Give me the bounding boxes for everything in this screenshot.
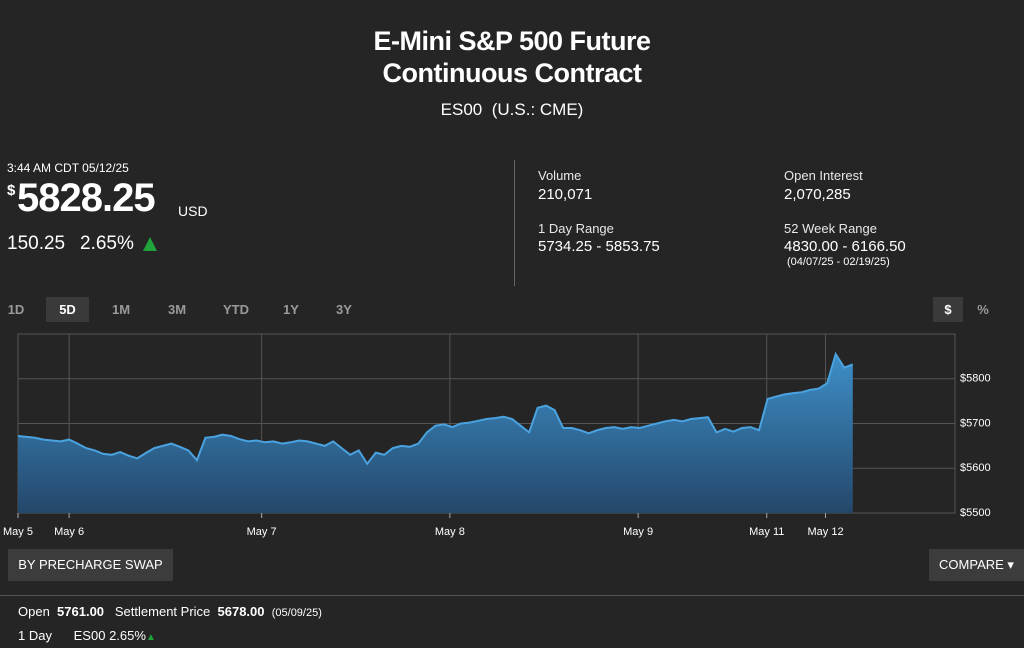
compare-button[interactable]: COMPARE ▾ xyxy=(929,549,1024,581)
y-tick-label: $5700 xyxy=(960,417,991,429)
currency: USD xyxy=(178,203,208,219)
price: 5828.25 xyxy=(17,176,156,220)
symbol: ES00 xyxy=(440,100,483,119)
unit-toggle[interactable]: $ xyxy=(933,297,963,322)
up-arrow-small: ▲ xyxy=(145,632,156,643)
footer-row-2: 1 Day ES00 2.65%▲ xyxy=(18,628,156,643)
range-tab[interactable]: 3M xyxy=(167,302,187,317)
unit-toggle[interactable]: % xyxy=(977,302,989,317)
x-tick-label: May 9 xyxy=(623,526,653,538)
period: 1 Day xyxy=(18,628,52,643)
timestamp: 3:44 AM CDT 05/12/25 xyxy=(7,161,129,175)
stat-label: 1 Day Range xyxy=(538,221,614,236)
stat-value: 2,070,285 xyxy=(784,186,851,203)
up-arrow xyxy=(143,237,157,251)
footer-row-1: Open 5761.00 Settlement Price 5678.00 (0… xyxy=(18,604,322,619)
stat-label: Volume xyxy=(538,168,582,183)
settlement-date: (05/09/25) xyxy=(271,607,322,619)
range-tab[interactable]: 1Y xyxy=(283,302,299,317)
currency-symbol: $ xyxy=(7,182,16,199)
divider xyxy=(514,160,515,286)
stat-note: (04/07/25 - 02/19/25) xyxy=(787,256,890,268)
x-tick-label: May 6 xyxy=(54,526,84,538)
range-tab[interactable]: 3Y xyxy=(336,302,352,317)
title-line-2: Continuous Contract xyxy=(382,58,642,88)
y-tick-label: $5800 xyxy=(960,373,991,385)
stat-value: 5734.25 - 5853.75 xyxy=(538,238,660,255)
settlement-label: Settlement Price xyxy=(114,604,211,619)
x-tick-label: May 8 xyxy=(435,526,465,538)
symbol-line: ES00 (U.S.: CME) xyxy=(0,100,1024,120)
open-label: Open xyxy=(18,604,50,619)
change-percent: 2.65% xyxy=(80,233,134,254)
x-tick-label: May 11 xyxy=(749,526,784,538)
stat-label: 52 Week Range xyxy=(784,221,877,236)
y-tick-label: $5500 xyxy=(960,507,991,519)
range-tab[interactable]: 1D xyxy=(7,302,25,317)
x-tick-label: May 12 xyxy=(807,526,843,538)
y-tick-label: $5600 xyxy=(960,462,991,474)
precharge-button[interactable]: BY PRECHARGE SWAP xyxy=(8,549,173,581)
range-tab[interactable]: YTD xyxy=(223,302,249,317)
exchange: (U.S.: CME) xyxy=(491,100,584,119)
area-fill xyxy=(18,354,853,513)
x-tick-label: May 5 xyxy=(3,526,33,538)
separator xyxy=(0,595,1024,596)
range-tab[interactable]: 1M xyxy=(111,302,131,317)
title-line-1: E-Mini S&P 500 Future xyxy=(373,26,651,56)
price-line xyxy=(17,351,854,466)
stat-value: 210,071 xyxy=(538,186,593,203)
change: 150.25 xyxy=(7,233,66,254)
footer-symbol: ES00 xyxy=(73,628,106,643)
range-tab[interactable]: 5D xyxy=(46,297,89,322)
stat-label: Open Interest xyxy=(784,168,863,183)
footer-change-percent: 2.65% xyxy=(109,628,146,643)
compare-label[interactable]: COMPARE xyxy=(939,557,1004,572)
settlement-value: 5678.00 xyxy=(217,604,265,619)
open-value: 5761.00 xyxy=(57,604,105,619)
stat-value: 4830.00 - 6166.50 xyxy=(784,238,906,255)
chart: $5500 $5600 $5700 $5800 May 5 May 6 May 7 May 8… xyxy=(3,333,991,538)
x-tick-label: May 7 xyxy=(247,526,277,538)
